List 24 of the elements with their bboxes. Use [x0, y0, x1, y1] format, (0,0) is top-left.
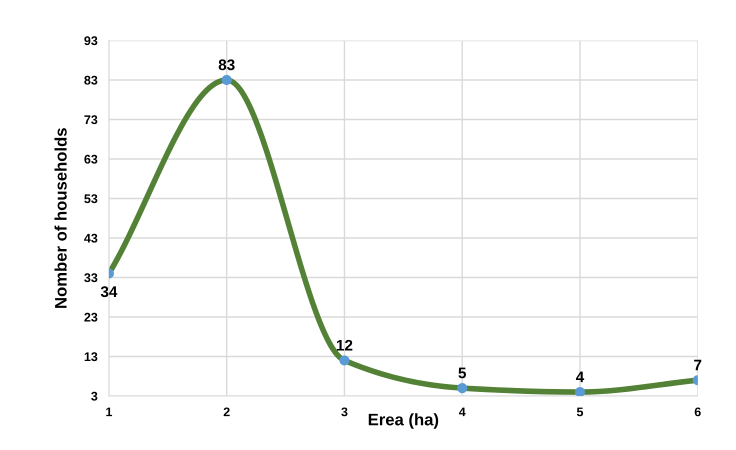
y-tick-label: 23 — [84, 312, 98, 322]
x-tick-label: 1 — [106, 408, 112, 416]
x-tick-label: 2 — [224, 407, 230, 416]
y-tick-label: 33 — [84, 273, 98, 282]
y-tick-label: 13 — [84, 352, 98, 362]
x-tick-label: 3 — [341, 407, 348, 416]
y-tick-label: 83 — [84, 76, 98, 85]
data-label: 4 — [576, 372, 584, 382]
y-tick-label: 63 — [84, 154, 98, 164]
data-label: 34 — [100, 286, 118, 298]
y-tick-label: 43 — [84, 234, 98, 243]
x-tick-label: 6 — [694, 407, 701, 416]
data-label: 5 — [458, 368, 466, 378]
x-tick-label: 5 — [576, 408, 584, 416]
x-tick-label: 4 — [458, 408, 466, 416]
data-label: 7 — [694, 360, 702, 370]
y-axis-title: Nomber of households — [54, 128, 67, 308]
y-tick-label: 3 — [91, 392, 98, 401]
y-tick-label: 93 — [84, 36, 98, 46]
data-label: 12 — [336, 340, 352, 351]
data-label: 83 — [218, 59, 235, 70]
x-axis-title: Erea (ha) — [368, 413, 438, 429]
y-tick-label: 53 — [84, 194, 98, 204]
y-tick-label: 73 — [84, 115, 98, 124]
